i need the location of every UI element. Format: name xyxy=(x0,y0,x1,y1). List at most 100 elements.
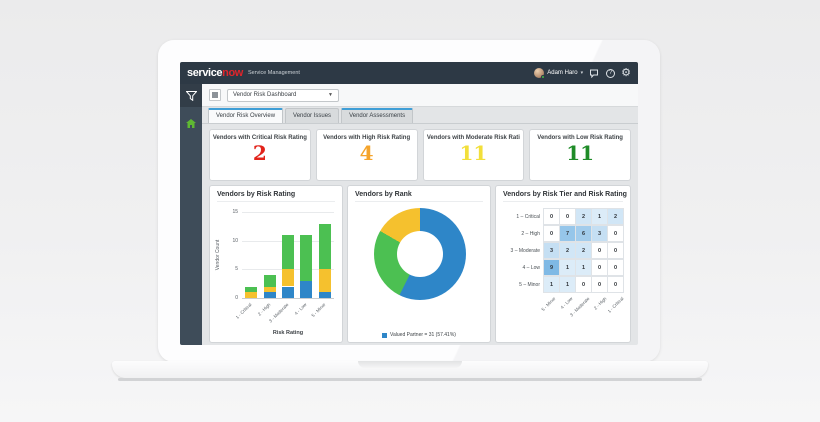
donut-hole xyxy=(397,231,443,277)
heatmap-cell[interactable]: 0 xyxy=(607,225,624,242)
app-sidebar xyxy=(180,84,202,345)
heatmap-cell[interactable]: 9 xyxy=(543,259,560,276)
donut-chart-card: Vendors by Rank Valued Partner = 31 (57.… xyxy=(347,185,491,343)
kpi-card-vendors-with-critical-risk-rating[interactable]: Vendors with Critical Risk Rating 2 xyxy=(209,129,311,181)
heatmap-cell[interactable]: 0 xyxy=(607,276,624,293)
dashboard-selector-value: Vendor Risk Dashboard xyxy=(233,92,297,98)
heatmap-cell[interactable]: 0 xyxy=(591,259,608,276)
servicenow-logo: servicenow xyxy=(187,67,243,79)
kpi-card-vendors-with-low-risk-rating[interactable]: Vendors with Low Risk Rating 11 xyxy=(529,129,631,181)
y-tick-label: 10 xyxy=(232,237,238,244)
bar-segment-3-moderate[interactable] xyxy=(282,286,294,298)
bar-segment-1-critical[interactable] xyxy=(245,286,258,293)
heatmap-cell[interactable]: 0 xyxy=(575,276,592,293)
bar-chart-card: Vendors by Risk Rating 0 5 10 15 1 - Critica… xyxy=(209,185,343,343)
user-menu[interactable]: Adam Haro ▾ xyxy=(534,68,584,79)
heatmap-column-labels: 5 - Minor 4 - Low 3 - Moderate 2 - High 1 - … xyxy=(540,293,630,323)
bar-segment-4-low[interactable] xyxy=(300,280,313,298)
header-actions: Adam Haro ▾ ? ⚙ xyxy=(534,66,631,79)
bar-chart-title: Vendors by Risk Rating xyxy=(217,191,335,202)
heatmap-card: Vendors by Risk Tier and Risk Rating 1 –… xyxy=(495,185,631,343)
heatmap-cell[interactable]: 0 xyxy=(607,242,624,259)
heatmap-column-label: 5 - Minor xyxy=(540,296,557,313)
chevron-down-icon: ▾ xyxy=(580,70,584,76)
heatmap-row-label: 2 – High xyxy=(521,230,540,237)
app-header: servicenow Service Management Adam Haro … xyxy=(180,62,638,84)
heatmap-cell[interactable]: 1 xyxy=(559,259,576,276)
dashboard-menu-button[interactable] xyxy=(209,89,221,101)
heatmap-cell[interactable]: 3 xyxy=(543,242,560,259)
bar-chart: 0 5 10 15 1 - Critical 2 - High 3 - Moderate 4 … xyxy=(210,186,342,342)
bar-segment-5-minor[interactable] xyxy=(318,292,331,298)
bar-segment-3-moderate[interactable] xyxy=(282,234,294,270)
donut-chart[interactable] xyxy=(374,208,466,300)
presence-indicator xyxy=(541,75,546,79)
kpi-card-vendors-with-moderate-risk-rati[interactable]: Vendors with Moderate Risk Rati 11 xyxy=(422,129,525,181)
heatmap-cell[interactable]: 1 xyxy=(559,276,576,293)
gear-icon[interactable]: ⚙ xyxy=(621,66,631,79)
bar-segment-2-high[interactable] xyxy=(263,275,276,287)
heatmap-row-label: 1 – Critical xyxy=(516,213,540,220)
app-body: Vendor Risk Dashboard ▼ Vendor Risk Over… xyxy=(180,84,638,345)
laptop-base xyxy=(112,361,708,378)
heatmap: 1 – Critical 0 0 2 1 2 2 – High 0 7 6 3 0 3 – Modera… xyxy=(500,208,630,342)
bar-segment-3-moderate[interactable] xyxy=(282,269,294,287)
donut-legend: Valued Partner = 31 (57.41%) xyxy=(348,332,490,338)
heatmap-row: 3 – Moderate 3 2 2 0 0 xyxy=(500,242,630,259)
heatmap-cell[interactable]: 7 xyxy=(559,225,576,242)
chat-icon[interactable] xyxy=(589,69,600,78)
y-tick-label: 0 xyxy=(235,295,238,301)
heatmap-cell[interactable]: 3 xyxy=(591,225,608,242)
x-axis-line xyxy=(242,298,334,299)
heatmap-cell[interactable]: 2 xyxy=(559,242,576,259)
help-icon[interactable]: ? xyxy=(606,68,616,78)
heatmap-cell[interactable]: 0 xyxy=(559,208,576,225)
tab-vendor-risk-overview[interactable]: Vendor Risk Overview xyxy=(208,108,284,123)
home-icon[interactable] xyxy=(186,115,196,133)
grid-icon xyxy=(212,92,218,98)
heatmap-cell[interactable]: 0 xyxy=(607,259,624,276)
heatmap-cell[interactable]: 1 xyxy=(591,208,608,225)
gridline xyxy=(242,212,334,213)
app-window: servicenow Service Management Adam Haro … xyxy=(180,62,638,345)
heatmap-row-label: 5 – Minor xyxy=(519,281,540,288)
user-name: Adam Haro xyxy=(547,70,578,76)
dashboard-selector[interactable]: Vendor Risk Dashboard ▼ xyxy=(227,88,339,102)
bar-segment-5-minor[interactable] xyxy=(318,269,331,293)
y-tick-label: 5 xyxy=(235,266,238,273)
heatmap-cell[interactable]: 0 xyxy=(591,242,608,259)
tab-vendor-assessments[interactable]: Vendor Assessments xyxy=(341,108,414,123)
heatmap-row: 2 – High 0 7 6 3 0 xyxy=(500,225,630,242)
bar-segment-5-minor[interactable] xyxy=(318,223,331,270)
heatmap-cell[interactable]: 2 xyxy=(607,208,624,225)
legend-swatch xyxy=(382,332,388,338)
heatmap-cell[interactable]: 1 xyxy=(575,259,592,276)
kpi-value: 11 xyxy=(459,141,488,165)
bar-segment-4-low[interactable] xyxy=(300,234,313,281)
bar-segment-2-high[interactable] xyxy=(263,292,276,298)
legend-label: Valued Partner = 31 (57.41%) xyxy=(390,332,456,338)
bar-segment-1-critical[interactable] xyxy=(245,292,258,298)
bar-segment-2-high[interactable] xyxy=(263,286,276,293)
heatmap-cell[interactable]: 2 xyxy=(575,208,592,225)
heatmap-cell[interactable]: 0 xyxy=(543,208,560,225)
dashboard-content: Vendors with Critical Risk Rating 2 Vendor… xyxy=(202,124,638,345)
kpi-value: 2 xyxy=(252,141,267,165)
filter-icon[interactable] xyxy=(180,84,202,107)
heatmap-cell[interactable]: 1 xyxy=(543,276,560,293)
kpi-label: Vendors with Critical Risk Rating xyxy=(212,135,307,141)
product-title: Service Management xyxy=(247,70,300,76)
heatmap-cell[interactable]: 6 xyxy=(575,225,592,242)
heatmap-cell[interactable]: 2 xyxy=(575,242,592,259)
heatmap-cell[interactable]: 0 xyxy=(591,276,608,293)
heatmap-row: 4 – Low 9 1 1 0 0 xyxy=(500,259,630,276)
dropdown-caret-icon: ▼ xyxy=(328,92,333,98)
y-tick-label: 15 xyxy=(232,209,238,215)
laptop-base-edge xyxy=(118,378,702,381)
kpi-card-vendors-with-high-risk-rating[interactable]: Vendors with High Risk Rating 4 xyxy=(315,129,418,181)
heatmap-cell[interactable]: 0 xyxy=(543,225,560,242)
laptop-notch xyxy=(358,361,462,368)
dashboard-toolbar: Vendor Risk Dashboard ▼ xyxy=(202,84,638,107)
tab-vendor-issues[interactable]: Vendor Issues xyxy=(285,108,340,123)
